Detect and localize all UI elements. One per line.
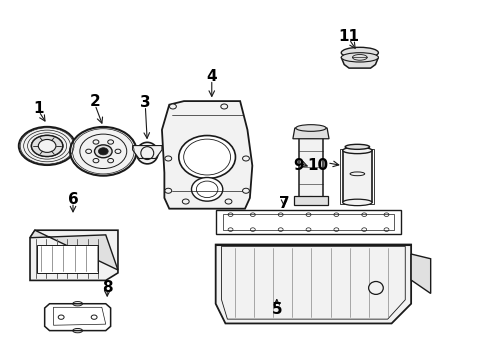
Text: 11: 11 — [339, 29, 360, 44]
Ellipse shape — [343, 199, 372, 206]
Text: 4: 4 — [206, 69, 217, 84]
Ellipse shape — [243, 188, 249, 193]
Ellipse shape — [296, 125, 326, 131]
Ellipse shape — [225, 199, 232, 204]
Polygon shape — [411, 254, 431, 293]
Ellipse shape — [299, 197, 323, 203]
Text: 10: 10 — [308, 158, 329, 173]
Text: 5: 5 — [271, 302, 282, 317]
Polygon shape — [294, 196, 328, 205]
Bar — [299, 135, 323, 200]
Ellipse shape — [182, 199, 189, 204]
Ellipse shape — [38, 139, 56, 152]
Polygon shape — [216, 244, 411, 323]
Ellipse shape — [170, 104, 176, 109]
Bar — [343, 150, 372, 202]
Polygon shape — [341, 57, 378, 68]
Ellipse shape — [343, 147, 372, 154]
Ellipse shape — [31, 135, 63, 157]
Text: 8: 8 — [102, 280, 113, 295]
Polygon shape — [30, 230, 118, 270]
Polygon shape — [37, 245, 98, 273]
Ellipse shape — [345, 144, 369, 149]
Ellipse shape — [165, 188, 172, 193]
Ellipse shape — [165, 156, 172, 161]
Ellipse shape — [243, 156, 249, 161]
Ellipse shape — [137, 142, 158, 164]
Text: 3: 3 — [140, 95, 150, 111]
Ellipse shape — [95, 145, 112, 158]
Bar — [223, 214, 394, 230]
Ellipse shape — [341, 47, 378, 58]
Bar — [340, 149, 374, 204]
Ellipse shape — [341, 53, 378, 62]
Ellipse shape — [19, 127, 75, 165]
Ellipse shape — [192, 177, 223, 201]
Polygon shape — [30, 230, 118, 280]
Bar — [216, 211, 401, 234]
Text: 7: 7 — [279, 196, 290, 211]
Text: 1: 1 — [33, 101, 44, 116]
Ellipse shape — [368, 282, 383, 294]
Polygon shape — [293, 128, 329, 139]
Text: 9: 9 — [294, 158, 304, 173]
Ellipse shape — [70, 127, 137, 176]
Ellipse shape — [221, 104, 228, 109]
Polygon shape — [162, 101, 252, 209]
Ellipse shape — [299, 132, 323, 138]
Ellipse shape — [179, 135, 236, 179]
Polygon shape — [133, 145, 162, 158]
Ellipse shape — [98, 148, 108, 155]
Text: 2: 2 — [90, 94, 100, 109]
Text: 6: 6 — [68, 192, 78, 207]
